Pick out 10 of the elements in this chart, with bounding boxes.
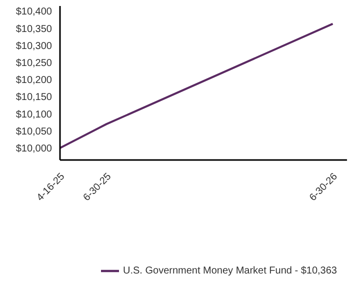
y-tick-label: $10,050 <box>16 126 52 138</box>
y-tick-label: $10,400 <box>16 6 52 18</box>
y-tick-label: $10,000 <box>16 144 52 155</box>
y-tick-label: $10,250 <box>16 58 52 70</box>
y-tick-label: $10,150 <box>16 92 52 104</box>
legend-label: U.S. Government Money Market Fund - $10,363 <box>123 266 337 277</box>
y-tick-label: $10,350 <box>16 24 52 35</box>
y-tick-label: $10,300 <box>16 40 52 52</box>
y-tick-label: $10,200 <box>16 75 52 86</box>
y-tick-label: $10,100 <box>16 109 52 120</box>
